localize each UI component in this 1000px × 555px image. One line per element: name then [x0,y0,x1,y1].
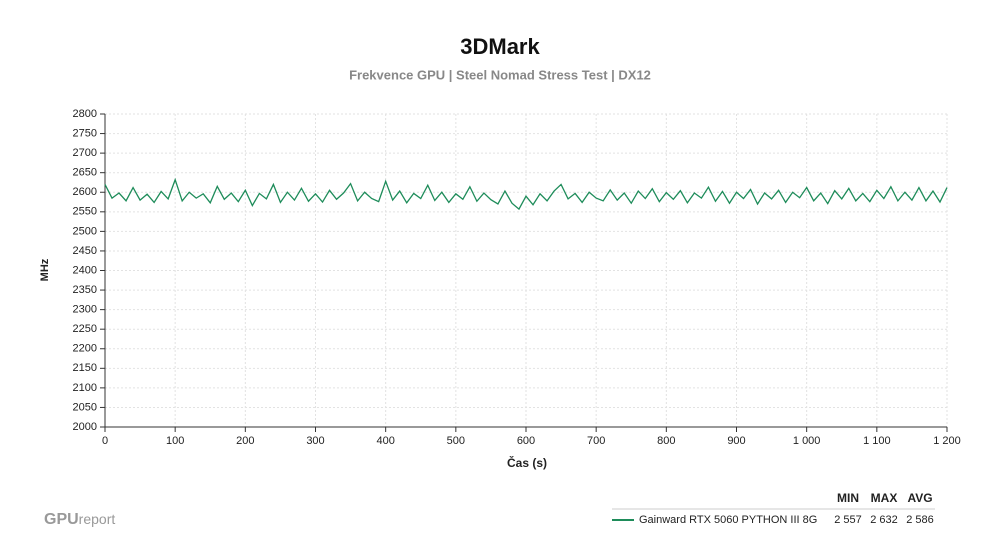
x-tick-label: 300 [306,435,324,447]
watermark: GPUreport [44,511,115,529]
x-tick-label: 500 [447,435,465,447]
watermark-report: report [79,511,116,527]
y-tick-label: 2300 [73,304,97,316]
x-tick-label: 700 [587,435,605,447]
y-tick-label: 2600 [73,186,97,198]
x-tick-label: 1 200 [933,435,961,447]
y-tick-label: 2550 [73,206,97,218]
y-tick-label: 2750 [73,127,97,139]
x-tick-label: 800 [657,435,675,447]
y-tick-label: 2000 [73,421,97,433]
y-tick-label: 2500 [73,225,97,237]
y-tick-label: 2100 [73,382,97,394]
y-tick-label: 2450 [73,245,97,257]
y-axis-label: MHz [39,258,51,281]
chart-title: 3DMark [460,34,540,59]
data-line [104,177,948,211]
x-tick-label: 1 000 [793,435,821,447]
y-tick-label: 2400 [73,264,97,276]
y-tick-label: 2250 [73,323,97,335]
watermark-gpu: GPU [44,511,79,528]
legend-header: AVG [907,491,932,505]
legend-header: MAX [871,491,898,505]
legend-stat: 2 557 [834,514,862,526]
y-tick-label: 2650 [73,167,97,179]
x-tick-label: 200 [236,435,254,447]
y-tick-label: 2700 [73,147,97,159]
y-tick-label: 2350 [73,284,97,296]
legend-stat: 2 586 [906,514,934,526]
legend-stat: 2 632 [870,514,898,526]
x-tick-label: 600 [517,435,535,447]
y-tick-label: 2050 [73,401,97,413]
x-tick-label: 100 [166,435,184,447]
x-tick-label: 1 100 [863,435,891,447]
y-tick-label: 2800 [73,108,97,120]
x-axis-label: Čas (s) [507,455,547,470]
x-tick-label: 900 [727,435,745,447]
legend-header: MIN [837,491,859,505]
x-tick-label: 400 [376,435,394,447]
legend-label: Gainward RTX 5060 PYTHON III 8G [639,514,817,526]
chart-subtitle: Frekvence GPU | Steel Nomad Stress Test … [349,67,651,82]
x-tick-label: 0 [102,435,108,447]
y-tick-label: 2200 [73,343,97,355]
y-tick-label: 2150 [73,362,97,374]
